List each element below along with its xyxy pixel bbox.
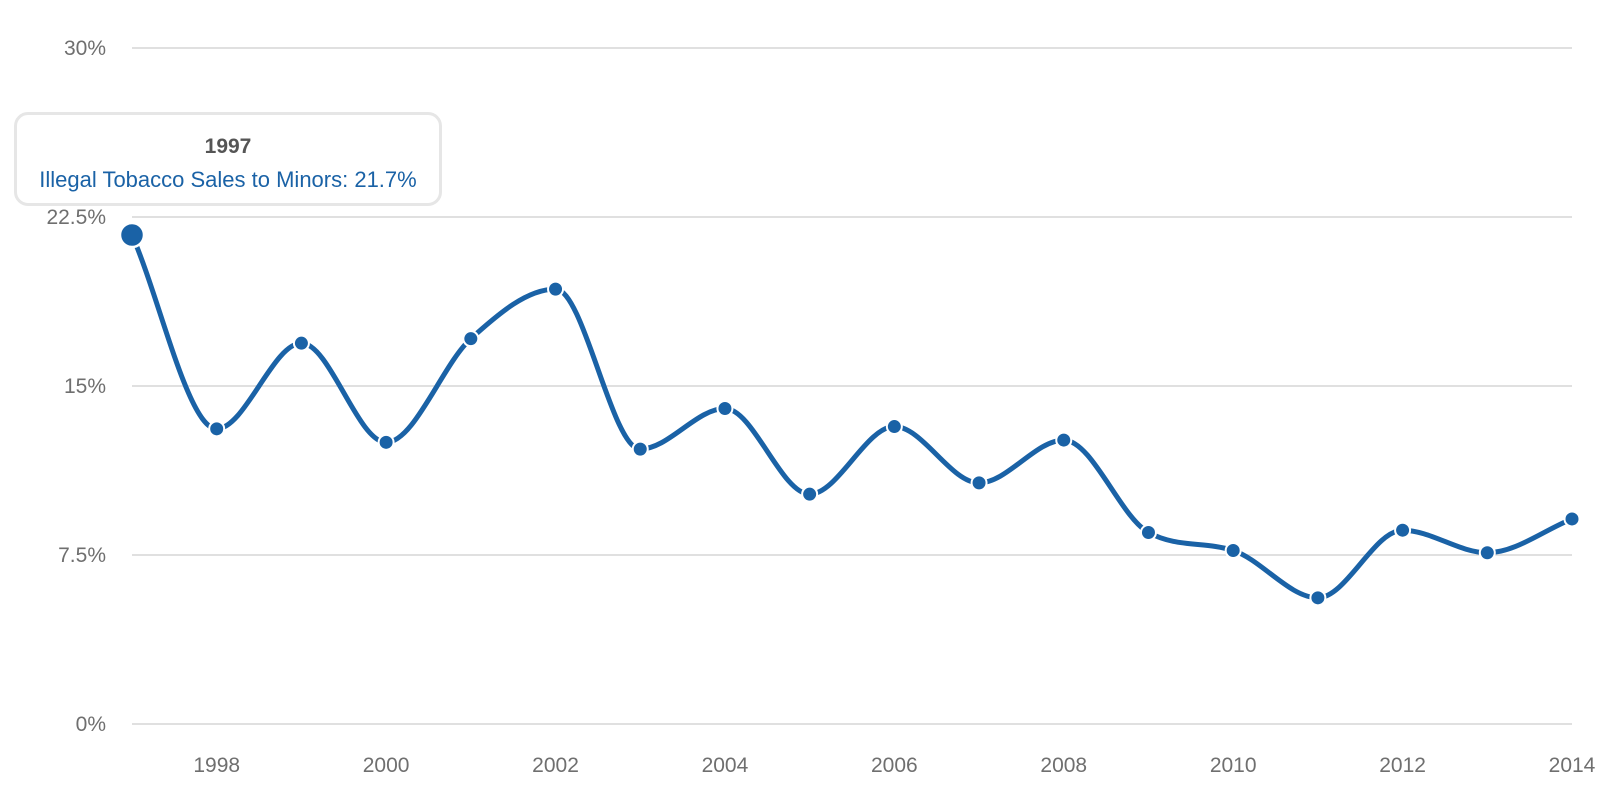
x-tick-label: 2002 (532, 754, 579, 777)
data-point[interactable] (631, 440, 649, 458)
x-tick-label: 2006 (871, 754, 918, 777)
data-point[interactable] (547, 280, 565, 298)
y-axis-ticks: 0% 7.5% 15% 22.5% 30% (46, 37, 106, 736)
x-tick-label: 2012 (1379, 754, 1426, 777)
series-line (129, 232, 1575, 601)
y-tick-label: 15% (64, 375, 106, 398)
y-tick-label: 7.5% (58, 544, 106, 567)
data-point[interactable] (208, 420, 226, 438)
x-tick-label: 2004 (702, 754, 749, 777)
tooltip-title: 1997 (204, 135, 252, 158)
data-point[interactable] (1478, 544, 1496, 562)
data-point[interactable] (1224, 541, 1242, 559)
x-tick-label: 2000 (363, 754, 410, 777)
x-tick-label: 2008 (1040, 754, 1087, 777)
x-tick-label: 1998 (193, 754, 240, 777)
tooltip: 1997 Illegal Tobacco Sales to Minors: 21… (14, 112, 442, 206)
data-point-highlighted[interactable] (118, 221, 146, 249)
y-tick-label: 30% (64, 37, 106, 60)
data-points[interactable] (118, 221, 1581, 607)
data-point[interactable] (1394, 521, 1412, 539)
data-point[interactable] (801, 485, 819, 503)
data-point[interactable] (1563, 510, 1581, 528)
tooltip-value: Illegal Tobacco Sales to Minors: 21.7% (39, 167, 417, 192)
x-tick-label: 2014 (1549, 754, 1596, 777)
grid-lines (132, 47, 1572, 725)
data-point[interactable] (1139, 523, 1157, 541)
x-tick-label: 2010 (1210, 754, 1257, 777)
data-point[interactable] (885, 418, 903, 436)
x-axis-ticks: 1998 2000 2002 2004 2006 2008 2010 2012 2014 (193, 754, 1595, 777)
data-point[interactable] (1309, 589, 1327, 607)
data-point[interactable] (377, 433, 395, 451)
data-point[interactable] (716, 400, 734, 418)
y-tick-label: 0% (76, 713, 106, 736)
y-tick-label: 22.5% (46, 206, 106, 229)
data-point[interactable] (1055, 431, 1073, 449)
data-point[interactable] (462, 330, 480, 348)
data-point[interactable] (292, 334, 310, 352)
series-group (129, 232, 1575, 601)
data-point[interactable] (970, 474, 988, 492)
